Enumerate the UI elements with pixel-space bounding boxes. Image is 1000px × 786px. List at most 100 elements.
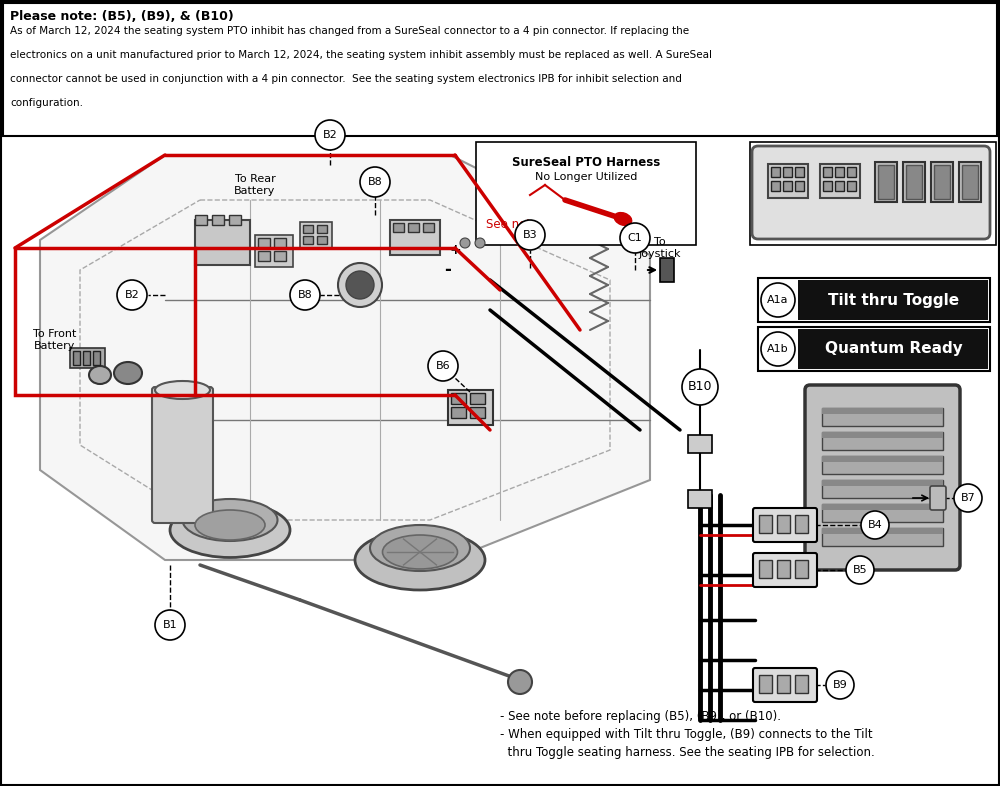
Bar [759, 560, 772, 578]
Bar [300, 222, 332, 248]
Ellipse shape [170, 502, 290, 557]
Text: B4: B4 [868, 520, 882, 530]
Bar [750, 142, 996, 245]
Text: B9: B9 [833, 680, 847, 690]
Bar [795, 181, 804, 191]
FancyBboxPatch shape [805, 385, 960, 570]
Bar [878, 165, 894, 199]
Text: No Longer Utilized: No Longer Utilized [535, 172, 637, 182]
Bar [660, 258, 674, 282]
Circle shape [508, 670, 532, 694]
Circle shape [620, 223, 650, 253]
Bar [875, 162, 897, 202]
Text: B3: B3 [523, 230, 537, 240]
Bar [255, 235, 293, 267]
Bar [822, 480, 943, 486]
Bar [906, 165, 922, 199]
Ellipse shape [155, 381, 210, 399]
Text: B2: B2 [125, 290, 139, 300]
Text: Please note: (B5), (B9), & (B10): Please note: (B5), (B9), & (B10) [10, 10, 234, 23]
Text: Tilt thru Toggle: Tilt thru Toggle [828, 292, 960, 307]
Text: Quantum Ready: Quantum Ready [825, 341, 963, 357]
FancyBboxPatch shape [752, 146, 990, 239]
Bar [758, 327, 990, 371]
Text: B2: B2 [323, 130, 337, 140]
Text: B6: B6 [436, 361, 450, 371]
Bar [317, 225, 327, 233]
Bar [959, 162, 981, 202]
Bar [3, 3, 997, 136]
Bar [835, 181, 844, 191]
Circle shape [315, 120, 345, 150]
Text: B7: B7 [961, 493, 975, 503]
Bar [795, 560, 808, 578]
Polygon shape [40, 155, 650, 560]
Circle shape [475, 238, 485, 248]
Ellipse shape [195, 510, 265, 540]
Bar [759, 675, 772, 693]
Bar [771, 167, 780, 177]
Text: - When equipped with Tilt thru Toggle, (B9) connects to the Tilt: - When equipped with Tilt thru Toggle, (… [500, 728, 873, 741]
Text: B1: B1 [163, 620, 177, 630]
Bar [303, 225, 313, 233]
Bar [934, 165, 950, 199]
Text: B8: B8 [368, 177, 382, 187]
Circle shape [761, 283, 795, 317]
Bar [822, 456, 943, 474]
Bar [822, 504, 943, 522]
Circle shape [826, 671, 854, 699]
Circle shape [761, 332, 795, 366]
Bar [795, 167, 804, 177]
Ellipse shape [114, 362, 142, 384]
Text: thru Toggle seating harness. See the seating IPB for selection.: thru Toggle seating harness. See the sea… [500, 746, 875, 759]
Ellipse shape [355, 530, 485, 590]
Bar [70, 348, 105, 368]
Bar [73, 351, 80, 365]
Bar [795, 675, 808, 693]
Circle shape [117, 280, 147, 310]
Ellipse shape [382, 535, 458, 569]
Circle shape [360, 167, 390, 197]
Text: See note: See note [486, 218, 538, 231]
Bar [451, 393, 466, 404]
FancyBboxPatch shape [753, 668, 817, 702]
Bar [759, 515, 772, 533]
Text: electronics on a unit manufactured prior to March 12, 2024, the seating system i: electronics on a unit manufactured prior… [10, 50, 712, 60]
Bar [470, 407, 485, 418]
Bar [783, 181, 792, 191]
Text: To
Joystick: To Joystick [639, 237, 681, 259]
Text: To Rear
Battery: To Rear Battery [234, 174, 276, 196]
Bar [448, 390, 493, 425]
Text: B5: B5 [853, 565, 867, 575]
Bar [317, 236, 327, 244]
Bar [822, 456, 943, 462]
Text: SureSeal PTO Harness: SureSeal PTO Harness [512, 156, 660, 169]
Text: -: - [445, 261, 451, 279]
Circle shape [861, 511, 889, 539]
Text: connector cannot be used in conjunction with a 4 pin connector.  See the seating: connector cannot be used in conjunction … [10, 74, 682, 84]
Bar [822, 432, 943, 438]
Circle shape [682, 369, 718, 405]
Ellipse shape [370, 525, 470, 571]
Bar [822, 504, 943, 510]
Circle shape [515, 220, 545, 250]
FancyBboxPatch shape [152, 387, 213, 523]
Bar [835, 167, 844, 177]
Bar [688, 490, 712, 508]
Bar [847, 181, 856, 191]
Text: C1: C1 [628, 233, 642, 243]
Bar [931, 162, 953, 202]
Bar [777, 560, 790, 578]
Bar [93, 351, 100, 365]
Bar [795, 515, 808, 533]
Circle shape [846, 556, 874, 584]
Bar [962, 165, 978, 199]
Bar [195, 215, 207, 225]
Bar [768, 164, 808, 198]
Text: +: + [449, 243, 461, 257]
Bar [303, 236, 313, 244]
Text: - See note before replacing (B5), (B9), or (B10).: - See note before replacing (B5), (B9), … [500, 710, 781, 723]
Bar [195, 220, 250, 265]
Bar [847, 167, 856, 177]
Bar [393, 223, 404, 232]
